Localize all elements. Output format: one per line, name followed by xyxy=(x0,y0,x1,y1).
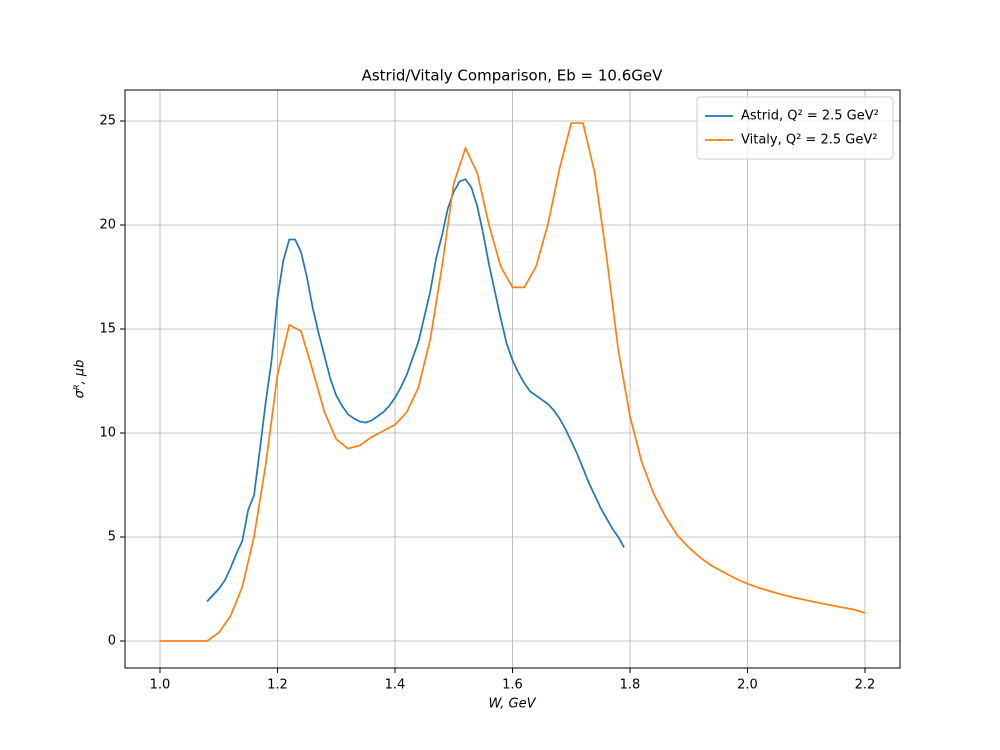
y-tick-label: 20 xyxy=(99,217,116,232)
x-tick-label: 1.2 xyxy=(267,678,288,693)
y-tick-label: 5 xyxy=(108,529,116,544)
y-tick-label: 0 xyxy=(108,634,116,649)
x-tick-label: 2.0 xyxy=(737,678,758,693)
x-tick-label: 1.0 xyxy=(150,678,171,693)
x-axis-label: W, GeV xyxy=(488,697,536,712)
line-series xyxy=(206,178,625,603)
x-tick-label: 1.6 xyxy=(502,678,523,693)
plot-frame xyxy=(124,89,901,669)
y-tick-label: 25 xyxy=(99,113,116,128)
legend-label: Astrid, Q² = 2.5 GeV² xyxy=(741,109,879,124)
y-tick-label: 15 xyxy=(99,321,116,336)
legend-box xyxy=(696,96,894,160)
x-tick-label: 1.4 xyxy=(385,678,406,693)
chart-title: Astrid/Vitaly Comparison, Eb = 10.6GeV xyxy=(362,67,664,85)
y-axis-label: σᴿ, μb xyxy=(73,360,88,399)
x-tick-label: 2.2 xyxy=(855,678,876,693)
x-tick-label: 1.8 xyxy=(620,678,641,693)
legend-label: Vitaly, Q² = 2.5 GeV² xyxy=(741,133,877,148)
line-series xyxy=(160,122,866,642)
y-tick-label: 10 xyxy=(99,425,116,440)
